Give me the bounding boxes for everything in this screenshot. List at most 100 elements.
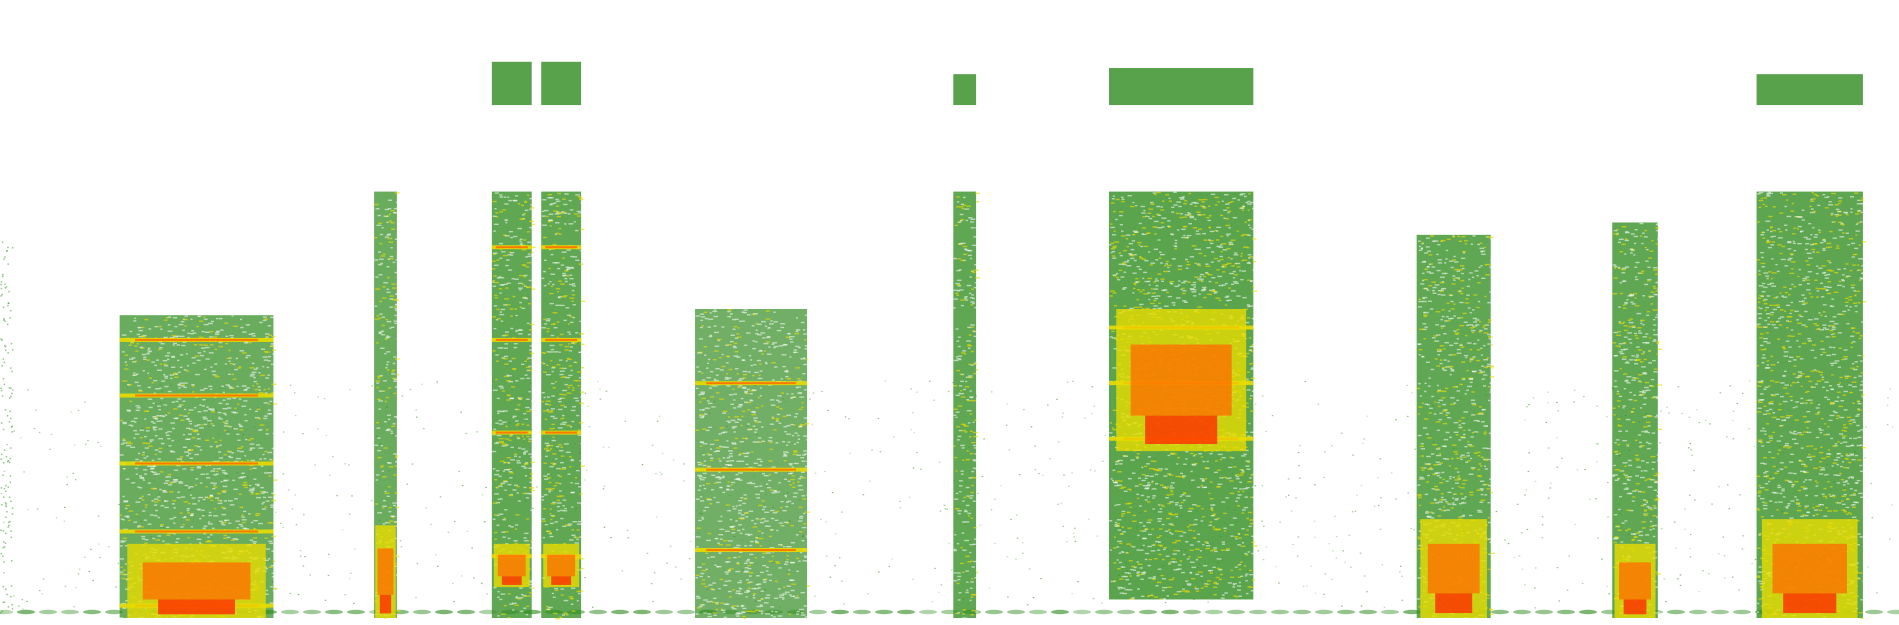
segment-speck <box>771 416 774 419</box>
segment-speck <box>799 476 803 478</box>
segment-speck <box>719 486 723 489</box>
segment-speck <box>543 236 547 239</box>
segment-speck <box>798 517 804 519</box>
segment-speck <box>523 412 527 415</box>
segment-speck <box>231 315 234 317</box>
segment-speck <box>713 482 717 484</box>
segment-speck <box>498 276 502 278</box>
segment-speck <box>744 533 750 535</box>
segment-speck <box>377 377 380 379</box>
segment-speck <box>572 387 575 389</box>
noise-speck <box>1726 436 1728 438</box>
segment-speck <box>146 455 149 458</box>
segment-speck <box>759 545 763 547</box>
segment-speck <box>378 331 383 333</box>
segment-speck <box>1150 288 1153 290</box>
segment-speck <box>562 389 568 392</box>
noise-speck <box>1675 547 1677 549</box>
segment-speck <box>716 565 720 568</box>
segment-speck <box>500 284 505 286</box>
segment-speck <box>773 346 776 349</box>
segment-speck <box>571 289 575 292</box>
noise-speck <box>1597 443 1599 445</box>
segment-speck <box>560 423 565 425</box>
segment-speck <box>147 482 151 484</box>
segment-speck <box>750 540 754 543</box>
segment-speck <box>1234 536 1238 538</box>
noise-speck <box>9 410 11 413</box>
noise-speck <box>1547 447 1550 449</box>
segment-speck <box>219 439 222 442</box>
segment-speck <box>783 453 787 455</box>
segment-speck <box>568 223 574 225</box>
segment-speck <box>769 441 773 444</box>
segment-speck <box>394 565 400 568</box>
noise-speck <box>344 463 346 465</box>
segment-speck <box>221 513 227 516</box>
noise-speck <box>983 438 985 440</box>
segment-speck <box>173 336 178 338</box>
segment-speck <box>1111 337 1117 339</box>
segment-speck <box>567 473 571 475</box>
segment-speck <box>733 399 736 401</box>
segment-speck <box>804 314 808 316</box>
segment-speck <box>526 410 532 412</box>
segment-speck <box>199 517 202 520</box>
segment-speck <box>559 482 562 485</box>
segment-speck <box>383 447 388 449</box>
segment-speck <box>507 269 513 271</box>
segment-speck <box>509 468 512 470</box>
noise-speck <box>8 421 11 423</box>
segment-speck <box>506 282 511 284</box>
segment-speck <box>561 614 566 616</box>
segment-speck <box>129 330 133 333</box>
segment-speck <box>554 233 558 236</box>
noise-speck <box>659 471 662 473</box>
segment-speck <box>957 435 962 438</box>
noise-speck <box>1354 510 1357 512</box>
hum-mark <box>435 609 453 615</box>
segment-speck <box>574 536 580 539</box>
segment-speck <box>732 328 736 330</box>
noise-speck <box>18 605 20 607</box>
segment-speck <box>1109 295 1113 297</box>
segment-speck <box>204 368 207 371</box>
segment-speck <box>514 524 519 526</box>
noise-speck <box>481 494 484 496</box>
segment-speck <box>742 502 747 505</box>
segment-speck <box>527 357 533 359</box>
segment-speck <box>573 213 579 215</box>
segment-speck <box>519 289 522 291</box>
segment-speck <box>770 509 775 512</box>
segment-speck <box>531 541 534 543</box>
noise-speck <box>584 392 587 394</box>
segment-speck <box>1202 286 1207 289</box>
segment-speck <box>164 414 168 416</box>
segment-speck <box>1156 213 1160 216</box>
noise-speck <box>10 395 12 398</box>
segment-speck <box>216 460 220 463</box>
noise-speck <box>2 377 5 380</box>
segment-speck <box>234 368 238 371</box>
noise-speck <box>97 515 100 517</box>
segment-speck <box>779 594 785 596</box>
segment-speck <box>252 489 255 491</box>
segment-speck <box>206 406 209 408</box>
segment-speck <box>784 494 787 497</box>
segment-speck <box>772 512 778 514</box>
segment-speck <box>242 331 247 333</box>
noise-speck <box>2 546 4 549</box>
segment-speck <box>267 388 270 390</box>
segment-speck <box>569 425 573 428</box>
segment-speck <box>216 445 220 447</box>
noise-speck <box>22 608 24 610</box>
segment-speck <box>963 510 968 513</box>
segment-speck <box>751 413 757 416</box>
segment-speck <box>1178 205 1182 208</box>
segment-speck <box>220 329 224 331</box>
segment-speck <box>562 421 567 424</box>
segment-speck <box>496 434 502 437</box>
segment-speck <box>751 519 754 522</box>
noise-speck <box>944 508 947 510</box>
noise-speck <box>1689 533 1692 536</box>
